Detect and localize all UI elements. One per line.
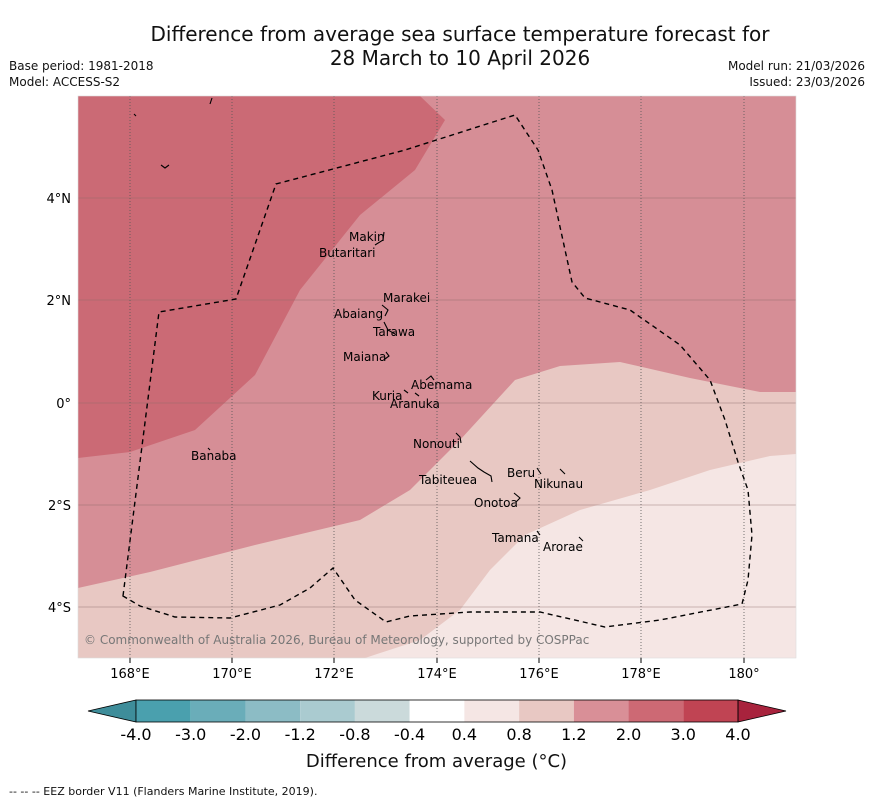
meta-right: Model run: 21/03/2026 Issued: 23/03/2026 bbox=[728, 58, 865, 90]
colorbar-extend-low bbox=[87, 699, 137, 723]
band-2.0-3.0 bbox=[78, 96, 445, 458]
x-tick-174e: 174°E bbox=[417, 667, 457, 682]
meta-left: Base period: 1981-2018 Model: ACCESS-S2 bbox=[9, 58, 154, 90]
colorbar-segment bbox=[300, 700, 355, 722]
colorbar-tick-label: -4.0 bbox=[120, 725, 151, 744]
label-marakei: Marakei bbox=[383, 291, 430, 305]
colorbar-segment bbox=[354, 700, 410, 722]
colorbar-segment bbox=[245, 700, 301, 722]
label-banaba: Banaba bbox=[191, 449, 237, 463]
label-abemama: Abemama bbox=[411, 378, 472, 392]
colorbar-tick-label: -3.0 bbox=[175, 725, 206, 744]
y-tick-2s: 2°S bbox=[48, 499, 71, 514]
colorbar-outline bbox=[135, 699, 739, 723]
colorbar-tick-label: 4.0 bbox=[725, 725, 750, 744]
colorbar-tick-label: -0.4 bbox=[394, 725, 425, 744]
colorbar-extend-high bbox=[737, 699, 787, 723]
colorbar-tick-label: 2.0 bbox=[616, 725, 641, 744]
y-tick-labels: 4°N 2°N 0° 2°S 4°S bbox=[47, 192, 72, 616]
colorbar-segment bbox=[136, 700, 191, 722]
colorbar-segment bbox=[683, 700, 738, 722]
copyright-text: © Commonwealth of Australia 2026, Bureau… bbox=[84, 633, 589, 647]
label-nikunau: Nikunau bbox=[534, 477, 583, 491]
x-tick-170e: 170°E bbox=[212, 667, 252, 682]
title-line-1: Difference from average sea surface temp… bbox=[150, 22, 770, 46]
latitude-gridlines bbox=[78, 197, 796, 608]
anomaly-map: © Commonwealth of Australia 2026, Bureau… bbox=[78, 96, 796, 658]
colorbar-tick-label: 3.0 bbox=[671, 725, 696, 744]
eez-border bbox=[122, 114, 753, 628]
label-onotoa: Onotoa bbox=[474, 496, 518, 510]
colorbar-tick-label: -0.8 bbox=[339, 725, 370, 744]
label-maiana: Maiana bbox=[343, 350, 386, 364]
label-beru: Beru bbox=[507, 466, 535, 480]
colorbar-segment bbox=[409, 700, 465, 722]
colorbar-tick-label: 1.2 bbox=[561, 725, 586, 744]
colorbar-segment bbox=[519, 700, 574, 722]
colorbar-segment bbox=[628, 700, 684, 722]
map-title: Difference from average sea surface temp… bbox=[0, 22, 873, 70]
x-tick-176e: 176°E bbox=[519, 667, 559, 682]
x-tick-172e: 172°E bbox=[314, 667, 354, 682]
x-tick-labels: 168°E 170°E 172°E 174°E 176°E 178°E 180° bbox=[110, 667, 759, 682]
model-name: Model: ACCESS-S2 bbox=[9, 75, 121, 89]
issued-date: Issued: 23/03/2026 bbox=[749, 75, 865, 89]
label-arorae: Arorae bbox=[543, 540, 583, 554]
x-tick-180: 180° bbox=[728, 667, 759, 682]
title-line-2: 28 March to 10 April 2026 bbox=[329, 46, 591, 70]
label-nonouti: Nonouti bbox=[413, 437, 460, 451]
label-tamana: Tamana bbox=[491, 531, 539, 545]
colorbar-tick-label: -1.2 bbox=[285, 725, 316, 744]
label-tabiteuea: Tabiteuea bbox=[418, 473, 477, 487]
base-period: Base period: 1981-2018 bbox=[9, 59, 154, 73]
label-tarawa: Tarawa bbox=[372, 325, 415, 339]
island-labels: Makin Butaritari Marakei Abaiang Tarawa … bbox=[191, 230, 583, 554]
colorbar: -4.0 -3.0 -2.0 -1.2 -0.8 -0.4 0.4 0.8 1.2 2.0 3.0 4… bbox=[87, 699, 787, 744]
label-abaiang: Abaiang bbox=[334, 307, 383, 321]
label-butaritari: Butaritari bbox=[319, 246, 376, 260]
label-makin: Makin bbox=[349, 230, 385, 244]
label-aranuka: Aranuka bbox=[390, 397, 440, 411]
y-tick-2n: 2°N bbox=[47, 294, 72, 309]
colorbar-tick-label: -2.0 bbox=[230, 725, 261, 744]
island-shapes bbox=[133, 97, 584, 542]
label-kuria: Kuria bbox=[372, 389, 403, 403]
model-run: Model run: 21/03/2026 bbox=[727, 59, 865, 73]
colorbar-title: Difference from average (°C) bbox=[305, 751, 568, 772]
x-tick-178e: 178°E bbox=[621, 667, 661, 682]
eez-legend: -- -- -- EEZ border V11 (Flanders Marine… bbox=[9, 785, 318, 798]
y-tick-4n: 4°N bbox=[47, 192, 72, 207]
colorbar-segment bbox=[573, 700, 629, 722]
x-tick-168e: 168°E bbox=[110, 667, 150, 682]
longitude-gridlines bbox=[129, 96, 745, 658]
axis-ticks bbox=[129, 658, 745, 663]
colorbar-segment bbox=[464, 700, 520, 722]
y-tick-0: 0° bbox=[56, 397, 71, 412]
colorbar-tick-label: 0.4 bbox=[452, 725, 477, 744]
y-tick-4s: 4°S bbox=[48, 601, 71, 616]
colorbar-tick-label: 0.8 bbox=[506, 725, 531, 744]
colorbar-segment bbox=[190, 700, 246, 722]
